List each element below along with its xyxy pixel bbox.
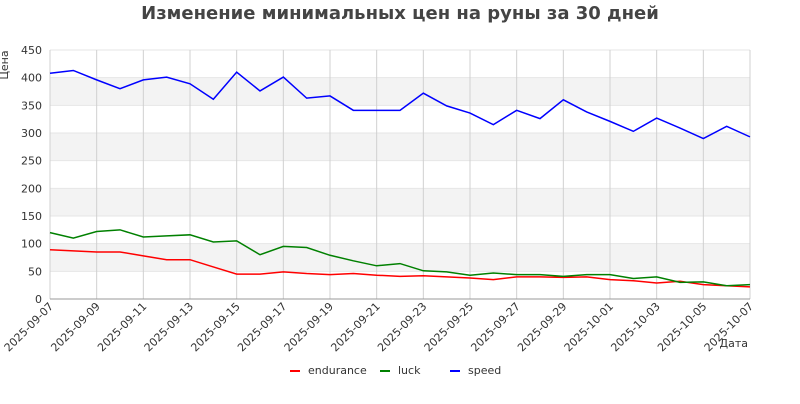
x-tick-label: 2025-09-15: [188, 300, 242, 354]
x-tick-label: 2025-10-01: [562, 300, 616, 354]
grid-band: [50, 243, 750, 272]
legend-label: luck: [398, 364, 421, 377]
series-line: [49, 229, 751, 287]
y-tick-label: 100: [21, 238, 42, 251]
x-tick-label: 2025-09-21: [328, 300, 382, 354]
x-tick-label: 2025-09-29: [515, 300, 569, 354]
x-tick-label: 2025-10-05: [655, 300, 709, 354]
y-tick-label: 450: [21, 44, 42, 57]
x-tick-label: 2025-09-23: [375, 300, 429, 354]
grid-band: [50, 188, 750, 216]
y-tick-label: 50: [28, 265, 42, 278]
x-tick-label: 2025-09-17: [235, 300, 289, 354]
y-tick-label: 400: [21, 72, 42, 85]
y-tick-label: 0: [35, 293, 42, 306]
x-tick-label: 2025-09-27: [468, 300, 522, 354]
legend-label: speed: [468, 364, 501, 377]
y-axis-label: Цена: [0, 50, 11, 79]
x-tick-label: 2025-09-13: [142, 300, 196, 354]
y-tick-label: 200: [21, 182, 42, 195]
x-axis-label: Дата: [720, 337, 748, 350]
series-line: [49, 249, 751, 288]
y-tick-label: 250: [21, 155, 42, 168]
grid-band: [50, 133, 750, 161]
y-tick-label: 350: [21, 99, 42, 112]
x-tick-label: 2025-09-11: [95, 300, 149, 354]
legend-label: endurance: [308, 364, 367, 377]
grid-band: [50, 77, 750, 106]
chart-title: Изменение минимальных цен на руны за 30 …: [141, 3, 659, 24]
series-line: [49, 69, 751, 140]
y-tick-label: 150: [21, 210, 42, 223]
x-tick-label: 2025-09-19: [282, 300, 336, 354]
x-tick-label: 2025-09-07: [2, 300, 56, 354]
x-tick-label: 2025-10-03: [608, 300, 662, 354]
x-tick-label: 2025-09-25: [422, 300, 476, 354]
x-tick-label: 2025-09-09: [48, 300, 102, 354]
y-tick-label: 300: [21, 127, 42, 140]
